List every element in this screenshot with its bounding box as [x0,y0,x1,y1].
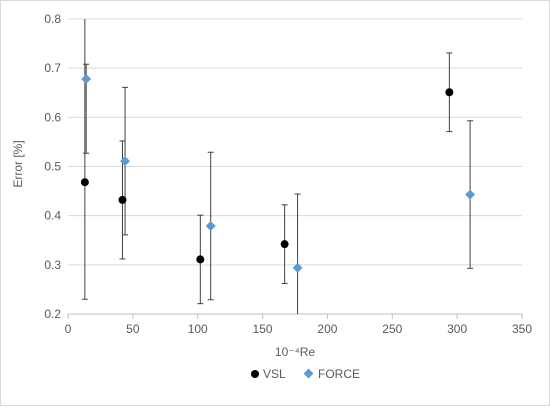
legend-label-vsl: VSL [263,367,286,381]
x-tick-label-6: 300 [447,322,467,336]
legend-item-force: FORCE [303,367,360,381]
legend-label-force: FORCE [318,367,360,381]
axes [67,313,523,319]
point-force-3 [292,262,303,273]
y-tick-labels: 0.2 0.3 0.4 0.5 0.6 0.7 0.8 [44,12,61,321]
point-vsl-3 [280,240,289,249]
legend-item-vsl: VSL [251,367,286,381]
point-force-0 [81,74,92,84]
x-tick-label-2: 100 [188,322,208,336]
x-tick-label-4: 200 [317,322,337,336]
point-force-1 [120,156,131,167]
y-tick-label-2: 0.4 [44,209,61,223]
y-tick-label-5: 0.7 [44,61,61,75]
error-bar-force-3 [294,193,301,314]
legend: VSL FORCE [251,367,360,381]
y-tick-label-6: 0.8 [44,12,61,26]
y-tick-label-4: 0.6 [44,110,61,124]
point-vsl-1 [118,195,127,204]
x-tick-labels: 0 50 100 150 200 250 300 350 [65,322,533,336]
point-force-4 [465,189,476,200]
point-force-2 [205,221,216,231]
legend-marker-force [303,368,314,379]
y-tick-label-1: 0.3 [44,258,61,272]
x-tick-label-1: 50 [126,322,140,336]
error-bar-vsl-0 [81,19,88,300]
gridlines [68,18,522,266]
x-tick-label-5: 250 [382,322,402,336]
legend-marker-vsl [251,370,259,378]
point-vsl-4 [445,88,454,97]
x-tick-label-7: 350 [512,322,532,336]
data-markers [80,74,476,273]
y-tick-label-3: 0.5 [44,160,61,174]
point-vsl-0 [80,178,89,187]
x-tick-label-3: 150 [253,322,273,336]
x-axis-label: 10⁻⁴Re [275,345,316,359]
y-axis-label: Error [%] [11,140,25,187]
x-tick-label-0: 0 [65,322,72,336]
point-vsl-2 [196,255,205,264]
y-tick-label-0: 0.2 [44,307,61,321]
